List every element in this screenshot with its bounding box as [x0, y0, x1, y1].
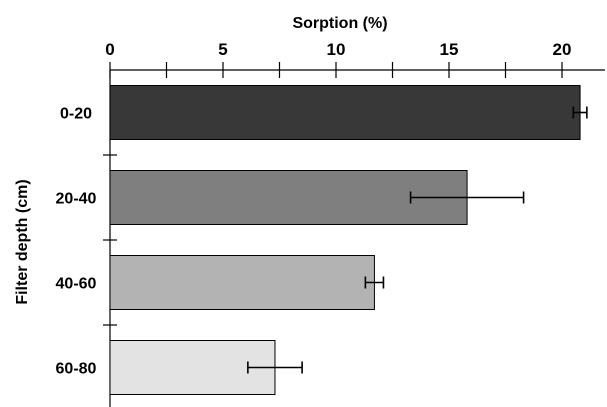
- bar: [109, 170, 468, 225]
- category-label: 40-60: [56, 276, 97, 293]
- bar: [109, 85, 581, 140]
- x-tick-label: 0: [105, 40, 114, 59]
- x-tick-label: 5: [218, 40, 227, 59]
- x-tick-label: 10: [327, 40, 346, 59]
- category-label: 0-20: [60, 106, 92, 123]
- bar: [109, 255, 375, 310]
- category-label: 20-40: [56, 191, 97, 208]
- category-label: 60-80: [56, 361, 97, 378]
- x-tick-label: 20: [553, 40, 572, 59]
- y-axis-title: Filter depth (cm): [14, 179, 31, 304]
- x-axis-title: Sorption (%): [292, 15, 387, 32]
- x-tick-label: 15: [440, 40, 459, 59]
- plot-area: 0 5 10 15 20 0-20 20-40 40-60 60-80: [56, 40, 605, 407]
